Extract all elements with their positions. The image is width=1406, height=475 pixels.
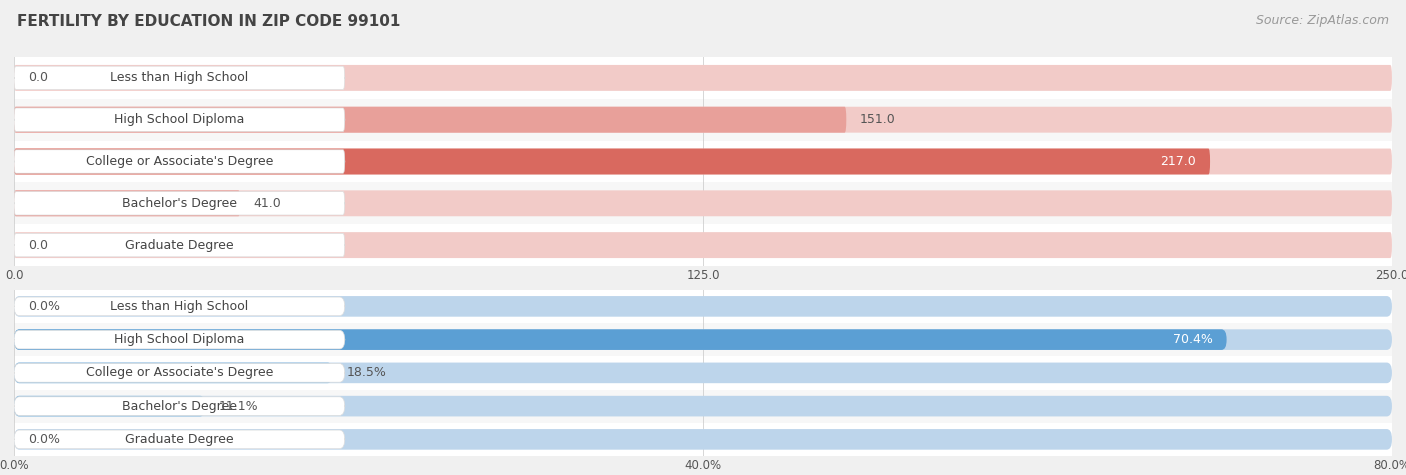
FancyBboxPatch shape xyxy=(14,107,846,133)
Bar xyxy=(14,290,1392,323)
Text: 18.5%: 18.5% xyxy=(346,366,387,380)
Text: Less than High School: Less than High School xyxy=(110,300,249,313)
FancyBboxPatch shape xyxy=(14,430,344,449)
Text: High School Diploma: High School Diploma xyxy=(114,113,245,126)
FancyBboxPatch shape xyxy=(14,396,1392,417)
FancyBboxPatch shape xyxy=(14,190,1392,216)
FancyBboxPatch shape xyxy=(14,397,344,416)
FancyBboxPatch shape xyxy=(14,363,344,382)
Text: 0.0%: 0.0% xyxy=(28,300,60,313)
Text: 11.1%: 11.1% xyxy=(219,399,259,413)
Text: 217.0: 217.0 xyxy=(1160,155,1197,168)
Bar xyxy=(14,182,1392,224)
Bar xyxy=(14,423,1392,456)
Text: Graduate Degree: Graduate Degree xyxy=(125,238,233,252)
FancyBboxPatch shape xyxy=(14,149,1392,174)
Text: Bachelor's Degree: Bachelor's Degree xyxy=(122,197,236,210)
FancyBboxPatch shape xyxy=(14,429,1392,450)
Bar xyxy=(14,224,1392,266)
FancyBboxPatch shape xyxy=(14,396,205,417)
Text: Source: ZipAtlas.com: Source: ZipAtlas.com xyxy=(1256,14,1389,27)
Bar xyxy=(14,141,1392,182)
Bar xyxy=(14,356,1392,390)
Text: College or Associate's Degree: College or Associate's Degree xyxy=(86,366,273,380)
FancyBboxPatch shape xyxy=(14,108,344,132)
Text: 41.0: 41.0 xyxy=(254,197,281,210)
FancyBboxPatch shape xyxy=(14,329,1392,350)
FancyBboxPatch shape xyxy=(14,329,1226,350)
FancyBboxPatch shape xyxy=(14,107,1392,133)
Bar xyxy=(14,99,1392,141)
Text: Bachelor's Degree: Bachelor's Degree xyxy=(122,399,236,413)
FancyBboxPatch shape xyxy=(14,149,1211,174)
FancyBboxPatch shape xyxy=(14,232,1392,258)
Text: 0.0: 0.0 xyxy=(28,71,48,85)
Bar xyxy=(14,390,1392,423)
Text: 0.0: 0.0 xyxy=(28,238,48,252)
Bar xyxy=(14,57,1392,99)
FancyBboxPatch shape xyxy=(14,362,1392,383)
FancyBboxPatch shape xyxy=(14,65,1392,91)
FancyBboxPatch shape xyxy=(14,233,344,257)
Text: FERTILITY BY EDUCATION IN ZIP CODE 99101: FERTILITY BY EDUCATION IN ZIP CODE 99101 xyxy=(17,14,401,29)
Text: 0.0%: 0.0% xyxy=(28,433,60,446)
Bar xyxy=(14,323,1392,356)
FancyBboxPatch shape xyxy=(14,190,240,216)
Text: Less than High School: Less than High School xyxy=(110,71,249,85)
FancyBboxPatch shape xyxy=(14,191,344,215)
FancyBboxPatch shape xyxy=(14,362,333,383)
Text: 70.4%: 70.4% xyxy=(1173,333,1213,346)
FancyBboxPatch shape xyxy=(14,296,1392,317)
Text: 151.0: 151.0 xyxy=(860,113,896,126)
Text: College or Associate's Degree: College or Associate's Degree xyxy=(86,155,273,168)
Text: Graduate Degree: Graduate Degree xyxy=(125,433,233,446)
FancyBboxPatch shape xyxy=(14,297,344,316)
FancyBboxPatch shape xyxy=(14,330,344,349)
FancyBboxPatch shape xyxy=(14,66,344,90)
FancyBboxPatch shape xyxy=(14,150,344,173)
Text: High School Diploma: High School Diploma xyxy=(114,333,245,346)
